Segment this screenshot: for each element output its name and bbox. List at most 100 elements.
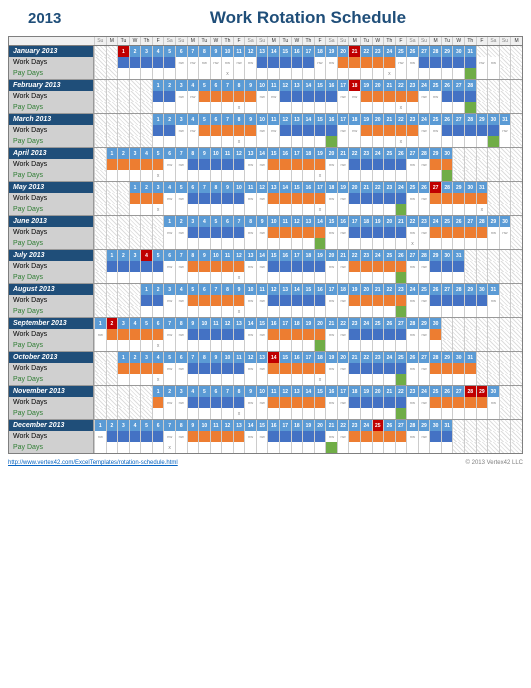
work-cell [279,397,291,408]
pay-cell [510,102,522,113]
day-cell: 15 [314,114,326,125]
work-cell: nw [406,159,418,170]
pay-days-label: Pay Days [9,408,94,419]
work-cell [510,227,522,238]
pay-cell [452,306,464,317]
day-cell: 24 [372,148,384,159]
pay-cell [325,170,337,181]
work-cell: nw [256,431,268,442]
day-cell: 4 [163,182,175,193]
work-cell: nw [406,295,418,306]
pay-cell [244,204,256,215]
pay-cell [129,408,141,419]
work-cell [360,159,372,170]
work-cell [279,431,291,442]
pay-cell: x [383,68,395,79]
work-cell [117,397,129,408]
work-cell [198,363,210,374]
work-cell [499,159,511,170]
pay-cell [348,170,360,181]
work-cell [198,193,210,204]
day-cell: 24 [406,284,418,295]
work-cell: nw [487,397,499,408]
work-cell [429,431,441,442]
pay-cell [256,340,268,351]
pay-cell [233,68,245,79]
pay-cell [175,170,187,181]
day-cell: 27 [395,420,407,431]
work-cell [210,193,222,204]
month-block: September 201312345678910111213141516171… [9,318,522,352]
day-cell: 18 [360,216,372,227]
month-header-row: June 20131234567891011121314151617181920… [9,216,522,227]
pay-cell [198,340,210,351]
work-cell: nw [429,91,441,102]
work-cell: nw [325,397,337,408]
work-cell: nw [418,125,430,136]
day-cell: 28 [464,114,476,125]
day-cell [117,216,129,227]
pay-days-row: Pay Days x [9,272,522,283]
pay-cell [129,68,141,79]
pay-cell [233,340,245,351]
work-cell [360,295,372,306]
day-cell [452,420,464,431]
day-cell: 8 [233,114,245,125]
day-cell: 5 [163,46,175,57]
pay-cell [510,68,522,79]
work-cell [140,91,152,102]
month-header-row: February 2013123456789101112131415161718… [9,80,522,91]
pay-cell [441,374,453,385]
dow-cell: Sa [487,37,499,45]
day-cell [117,80,129,91]
pay-cell [383,442,395,453]
work-cell [233,363,245,374]
pay-cell [314,238,326,249]
pay-cells: xx [94,374,522,385]
day-cell: 27 [418,352,430,363]
work-cell [395,159,407,170]
day-cell: 31 [499,114,511,125]
day-cell [487,148,499,159]
work-cells: nwnwnwnwnwnwnwnwnwnw [94,227,522,238]
work-cell [383,431,395,442]
pay-cell [291,204,303,215]
day-cell [510,420,522,431]
work-cell [221,227,233,238]
day-cell: 20 [348,182,360,193]
day-cell: 26 [395,250,407,261]
pay-cell [406,306,418,317]
pay-cell [291,374,303,385]
day-cell [499,182,511,193]
day-cell: 15 [256,318,268,329]
pay-cell [476,238,488,249]
pay-cell: x [233,272,245,283]
work-cell [372,431,384,442]
pay-cell [395,272,407,283]
day-cell: 29 [464,284,476,295]
work-cell [314,431,326,442]
work-days-row: Work Daysnwnwnwnwnwnwnwnwnw [9,431,522,442]
day-cell [106,114,118,125]
pay-cell [395,170,407,181]
work-cell: nw [221,57,233,68]
pay-cell [383,170,395,181]
day-cell: 12 [279,80,291,91]
pay-cell [418,68,430,79]
day-cell: 30 [452,46,464,57]
work-days-row: Work Daysnwnwnwnwnwnwnwnwnwnw [9,227,522,238]
work-cell [106,227,118,238]
pay-days-label: Pay Days [9,272,94,283]
source-link[interactable]: http://www.vertex42.com/ExcelTemplates/r… [8,460,178,466]
day-cell: 28 [406,420,418,431]
work-cell: nw [175,125,187,136]
pay-cell [117,204,129,215]
work-cell [129,57,141,68]
day-cell: 18 [348,80,360,91]
day-cell: 31 [441,420,453,431]
work-cell [441,193,453,204]
work-cell [291,363,303,374]
day-cell [476,148,488,159]
day-cell: 2 [163,114,175,125]
work-cell [314,227,326,238]
